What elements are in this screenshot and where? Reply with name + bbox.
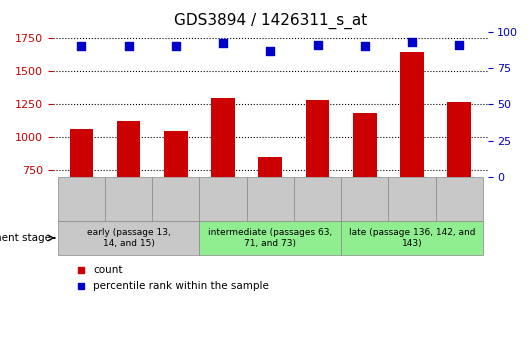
Text: late (passage 136, 142, and
143): late (passage 136, 142, and 143): [349, 228, 475, 248]
Bar: [341, 221, 483, 255]
Point: [172, 44, 180, 49]
Bar: [58, 177, 105, 221]
Bar: [353, 113, 377, 269]
Point: [125, 44, 133, 49]
Bar: [447, 102, 471, 269]
Bar: [69, 129, 93, 269]
Bar: [199, 221, 341, 255]
Text: count: count: [93, 265, 122, 275]
Bar: [164, 131, 188, 269]
Bar: [436, 177, 483, 221]
Bar: [246, 177, 294, 221]
Point: [408, 39, 416, 45]
Bar: [294, 177, 341, 221]
Bar: [388, 177, 436, 221]
Bar: [341, 177, 388, 221]
Text: intermediate (passages 63,
71, and 73): intermediate (passages 63, 71, and 73): [208, 228, 332, 248]
Bar: [117, 121, 140, 269]
Bar: [199, 177, 246, 221]
Point: [77, 44, 85, 49]
Text: development stage: development stage: [0, 233, 51, 243]
Point: [266, 48, 275, 53]
Bar: [105, 177, 152, 221]
Bar: [306, 101, 329, 269]
Bar: [211, 98, 235, 269]
Bar: [259, 156, 282, 269]
Bar: [400, 52, 424, 269]
Title: GDS3894 / 1426311_s_at: GDS3894 / 1426311_s_at: [174, 13, 367, 29]
Point: [313, 42, 322, 48]
Bar: [152, 177, 199, 221]
Text: early (passage 13,
14, and 15): early (passage 13, 14, and 15): [87, 228, 171, 248]
Point: [360, 44, 369, 49]
Bar: [58, 221, 199, 255]
Point: [455, 42, 464, 48]
Point: [219, 41, 227, 46]
Text: percentile rank within the sample: percentile rank within the sample: [93, 281, 269, 291]
